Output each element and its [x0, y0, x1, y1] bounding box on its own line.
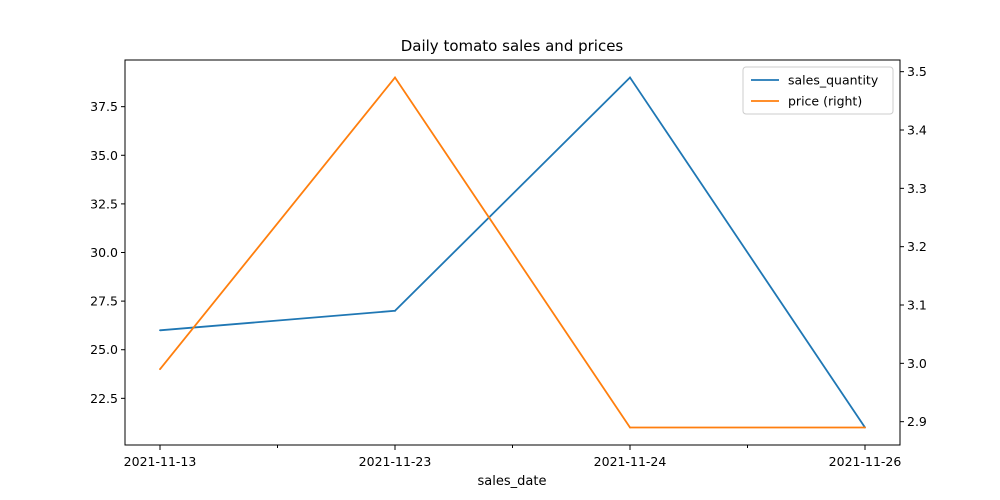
left-y-axis: 22.5 25.0 27.5 30.0 32.5 35.0 37.5: [90, 99, 125, 406]
plot-area: [124, 59, 901, 446]
legend-label: price (right): [788, 94, 862, 109]
data-point: [629, 426, 631, 429]
x-tick-label: 2021-11-23: [359, 454, 432, 469]
right-y-tick-label: 3.5: [907, 64, 927, 79]
series-line-sales-quantity: [159, 76, 866, 429]
left-y-tick-label: 25.0: [90, 342, 118, 357]
x-tick-label: 2021-11-26: [829, 454, 902, 469]
x-tick-label: 2021-11-13: [124, 454, 197, 469]
right-y-tick-label: 3.1: [907, 298, 927, 313]
series-line-price-right: [159, 75, 865, 429]
x-axis: 2021-11-13 2021-11-23 2021-11-24 2021-11-26: [124, 445, 902, 469]
right-y-axis: 2.9 3.0 3.1 3.2 3.3 3.4 3.5: [900, 64, 927, 429]
chart-title: Daily tomato sales and prices: [401, 37, 624, 55]
data-point: [159, 329, 161, 332]
right-y-tick-label: 2.9: [907, 414, 927, 429]
left-y-tick-label: 30.0: [90, 245, 118, 260]
data-point: [394, 309, 396, 312]
data-point: [394, 76, 396, 79]
right-y-tick-label: 3.2: [907, 239, 927, 254]
x-axis-title: sales_date: [478, 474, 547, 489]
left-y-tick-label: 37.5: [90, 99, 118, 114]
left-y-tick-label: 27.5: [90, 294, 118, 309]
legend-label: sales_quantity: [788, 73, 879, 88]
left-y-tick-label: 35.0: [90, 148, 118, 163]
legend-box: [742, 66, 894, 115]
x-tick-label: 2021-11-24: [594, 454, 667, 469]
data-point: [629, 76, 631, 79]
right-y-tick-label: 3.4: [907, 123, 927, 138]
right-y-tick-label: 3.0: [907, 356, 927, 371]
left-y-tick-label: 32.5: [90, 196, 118, 211]
data-point: [864, 426, 866, 429]
data-point: [159, 368, 161, 371]
left-y-tick-label: 22.5: [90, 391, 118, 406]
right-y-tick-label: 3.3: [907, 181, 927, 196]
